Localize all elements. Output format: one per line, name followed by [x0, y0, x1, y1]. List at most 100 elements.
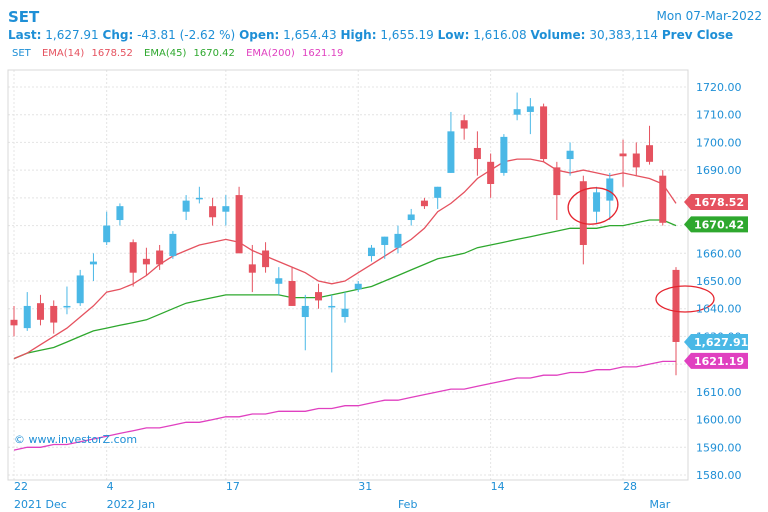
candle-body	[156, 250, 164, 265]
y-tick-label: 1650.00	[696, 275, 742, 288]
volume-value: 30,383,114	[589, 28, 659, 42]
candle-body	[473, 147, 481, 160]
candle	[50, 300, 58, 334]
candle	[500, 134, 508, 176]
candle-body	[672, 269, 680, 342]
open-label: Open:	[239, 28, 280, 42]
candle-body	[526, 106, 534, 112]
candle	[394, 225, 402, 254]
x-tick-label: 28	[623, 480, 637, 493]
candle-body	[103, 225, 111, 243]
legend-ema14-label: EMA(14)	[41, 48, 85, 59]
candle	[646, 125, 654, 165]
candle-body	[182, 200, 190, 212]
candle-body	[500, 136, 508, 173]
candle	[526, 98, 534, 135]
candle	[659, 170, 667, 226]
candle-body	[420, 200, 428, 207]
x-axis: 22 2021 Dec 4 2022 Jan 17 31 Feb 14 28 Mar	[14, 480, 671, 511]
candle	[460, 114, 468, 140]
x-tick-label: 31	[358, 480, 372, 493]
legend-ema14-value: 1678.52	[91, 48, 133, 59]
ema14-series	[13, 158, 677, 360]
ema200-line	[13, 360, 676, 451]
last-price-tag: 1,627.91	[684, 333, 748, 350]
candle	[63, 286, 71, 315]
candle	[275, 267, 283, 295]
candle	[513, 92, 521, 121]
high-label: High:	[340, 28, 377, 42]
y-tick-label: 1590.00	[696, 441, 742, 454]
plot-frame	[7, 69, 689, 481]
x-sub-label: Feb	[398, 498, 417, 511]
legend-ema45-value: 1670.42	[193, 48, 235, 59]
candle-body	[407, 214, 415, 221]
candle	[89, 253, 97, 281]
last-label: Last:	[8, 28, 42, 42]
candle	[288, 267, 296, 306]
candle-body	[513, 109, 521, 115]
candle	[341, 292, 349, 323]
low-value: 1,616.08	[473, 28, 527, 42]
annotation-circle	[655, 285, 715, 313]
candle-body	[354, 283, 362, 290]
volume-label: Volume:	[530, 28, 586, 42]
candle	[367, 244, 375, 262]
candles-layer	[10, 92, 680, 376]
candle-body	[434, 186, 442, 198]
candle	[23, 292, 31, 331]
candle	[315, 283, 323, 309]
ema45-tag-bg	[684, 216, 748, 233]
y-tick-label: 1580.00	[696, 469, 742, 482]
y-tick-label: 1640.00	[696, 303, 742, 316]
candle-body	[275, 278, 283, 284]
y-axis: 1580.001590.001600.001610.001620.001630.…	[696, 81, 742, 482]
candle-body	[235, 195, 243, 254]
candle-body	[341, 308, 349, 318]
candle-body	[50, 305, 58, 323]
candle	[593, 186, 601, 223]
indicator-legend: SET EMA(14) 1678.52 EMA(45) 1670.42 EMA(…	[12, 48, 351, 59]
candle-body	[129, 242, 137, 273]
candle	[672, 267, 680, 376]
candle	[540, 103, 548, 162]
candle	[235, 186, 243, 254]
candle	[487, 153, 495, 198]
candle	[566, 142, 574, 176]
x-tick-label: 4	[107, 480, 114, 493]
ema45-tag-text: 1670.42	[694, 218, 744, 231]
candle-body	[632, 153, 640, 168]
candle	[632, 142, 640, 176]
x-tick-label: 22	[14, 480, 28, 493]
candle	[10, 305, 18, 337]
candle	[619, 139, 627, 187]
x-tick-label: 14	[491, 480, 505, 493]
chg-label: Chg:	[102, 28, 134, 42]
candle	[169, 231, 177, 259]
candle-body	[169, 233, 177, 257]
candle	[420, 197, 428, 209]
x-sub-label: 2021 Dec	[14, 498, 67, 511]
legend-set: SET	[12, 48, 31, 59]
candle-body	[646, 145, 654, 162]
candle-body	[63, 305, 71, 308]
candle-body	[315, 292, 323, 301]
candle	[328, 294, 336, 373]
y-tick-label: 1690.00	[696, 164, 742, 177]
candle	[606, 172, 614, 221]
candle-body	[394, 233, 402, 248]
candle	[76, 269, 84, 306]
watermark: © www.investorZ.com	[14, 433, 137, 446]
legend-ema200-label: EMA(200)	[246, 48, 295, 59]
candle-body	[262, 250, 270, 268]
candle-body	[659, 175, 667, 223]
candle-body	[540, 106, 548, 160]
candle	[156, 244, 164, 270]
open-value: 1,654.43	[283, 28, 337, 42]
y-tick-label: 1720.00	[696, 81, 742, 94]
candle-body	[606, 178, 614, 201]
candle-body	[566, 150, 574, 160]
candle-body	[195, 197, 203, 200]
low-label: Low:	[437, 28, 470, 42]
candle	[182, 195, 190, 221]
